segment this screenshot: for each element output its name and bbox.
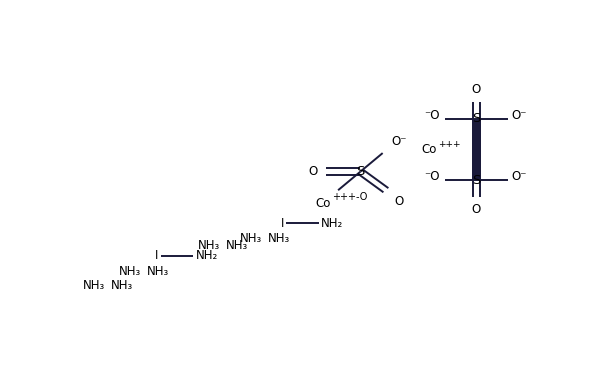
Text: +++: +++ — [438, 140, 461, 149]
Text: NH₃: NH₃ — [268, 232, 290, 245]
Text: NH₃: NH₃ — [111, 279, 134, 292]
Text: NH₃: NH₃ — [83, 279, 105, 292]
Text: Co: Co — [422, 143, 437, 156]
Text: NH₃: NH₃ — [147, 265, 169, 278]
Text: O: O — [308, 165, 317, 178]
Text: S: S — [472, 174, 480, 187]
Text: S: S — [356, 165, 365, 178]
Text: NH₂: NH₂ — [196, 249, 218, 262]
Text: I: I — [280, 217, 284, 230]
Text: Co: Co — [316, 197, 331, 210]
Text: +++-O: +++-O — [332, 192, 367, 202]
Text: O: O — [472, 83, 481, 96]
Text: NH₃: NH₃ — [226, 239, 248, 252]
Text: I: I — [155, 249, 158, 262]
Text: S: S — [472, 112, 480, 125]
Text: O: O — [472, 203, 481, 216]
Text: NH₃: NH₃ — [119, 265, 141, 278]
Text: ⁻O: ⁻O — [423, 109, 439, 122]
Text: NH₃: NH₃ — [240, 232, 262, 245]
Text: O⁻: O⁻ — [512, 109, 527, 122]
Text: O⁻: O⁻ — [512, 170, 527, 183]
Text: O⁻: O⁻ — [391, 135, 407, 148]
Text: ⁻O: ⁻O — [423, 170, 439, 183]
Text: NH₂: NH₂ — [321, 217, 343, 230]
Text: O: O — [394, 196, 404, 209]
Text: NH₃: NH₃ — [198, 239, 220, 252]
